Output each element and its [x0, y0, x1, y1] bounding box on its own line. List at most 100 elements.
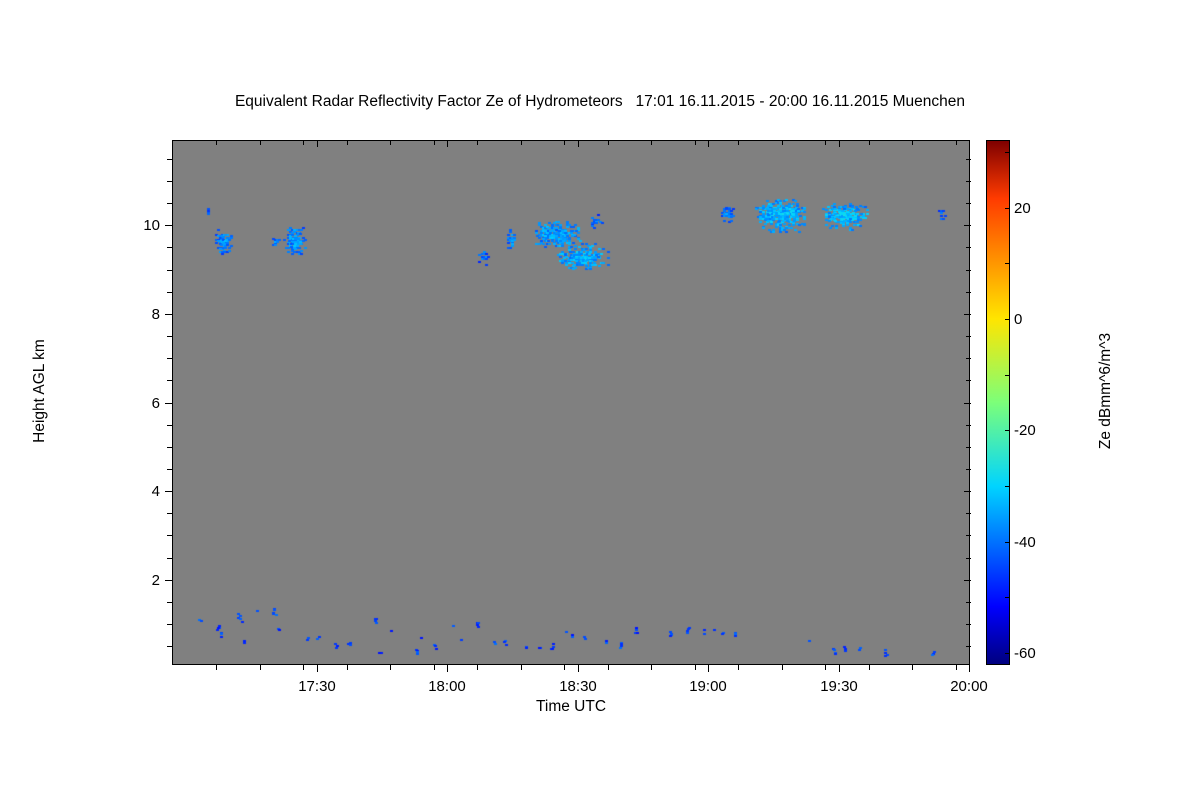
x-tick-minor: [912, 665, 913, 670]
x-tick-minor: [825, 665, 826, 670]
y-tick-label: 10: [143, 217, 160, 234]
colorbar-tick-minor: [1005, 597, 1009, 598]
y-tick-major-right: [964, 403, 971, 404]
y-tick-minor-right: [966, 358, 971, 359]
x-tick-minor: [608, 665, 609, 670]
x-tick-minor-top: [303, 140, 304, 145]
x-tick-minor-top: [564, 140, 565, 145]
x-tick-major: [839, 665, 840, 672]
x-tick-minor: [477, 665, 478, 670]
x-tick-minor-top: [390, 140, 391, 145]
y-tick-minor: [167, 336, 172, 337]
x-tick-major-top: [578, 140, 579, 147]
y-tick-major-right: [964, 491, 971, 492]
chart-title: Equivalent Radar Reflectivity Factor Ze …: [234, 93, 966, 110]
y-tick-minor: [167, 159, 172, 160]
y-tick-minor: [167, 380, 172, 381]
x-tick-minor-top: [216, 140, 217, 145]
y-tick-minor: [167, 425, 172, 426]
y-tick-minor-right: [966, 646, 971, 647]
x-tick-major: [708, 665, 709, 672]
x-tick-minor: [869, 665, 870, 670]
y-tick-minor: [167, 602, 172, 603]
x-tick-label: 18:30: [559, 678, 597, 695]
x-tick-minor: [564, 665, 565, 670]
y-tick-minor-right: [966, 513, 971, 514]
colorbar-tick-minor: [1005, 375, 1009, 376]
x-tick-minor-top: [738, 140, 739, 145]
y-tick-major-right: [964, 314, 971, 315]
x-tick-minor-top: [695, 140, 696, 145]
y-tick-minor: [167, 270, 172, 271]
colorbar-tick: [1005, 319, 1010, 320]
x-tick-label: 18:00: [428, 678, 466, 695]
colorbar-tick: [1005, 430, 1010, 431]
colorbar-tick-minor: [1005, 152, 1009, 153]
y-axis-title: Height AGL km: [31, 339, 48, 443]
y-tick-major: [165, 403, 172, 404]
y-tick-major-right: [964, 225, 971, 226]
y-tick-major: [165, 314, 172, 315]
x-tick-major: [578, 665, 579, 672]
x-tick-minor: [390, 665, 391, 670]
x-tick-minor-top: [521, 140, 522, 145]
colorbar-title: Ze dBmm^6/m^3: [1097, 332, 1114, 450]
y-tick-minor: [167, 646, 172, 647]
y-tick-major: [165, 580, 172, 581]
colorbar-tick: [1005, 542, 1010, 543]
y-tick-minor-right: [966, 447, 971, 448]
y-tick-minor-right: [966, 336, 971, 337]
y-tick-minor-right: [966, 602, 971, 603]
x-tick-minor-top: [869, 140, 870, 145]
x-tick-minor: [434, 665, 435, 670]
colorbar-tick: [1005, 208, 1010, 209]
x-tick-minor: [956, 665, 957, 670]
y-tick-minor: [167, 513, 172, 514]
x-tick-label: 19:30: [820, 678, 858, 695]
x-tick-minor: [695, 665, 696, 670]
x-tick-minor-top: [956, 140, 957, 145]
y-tick-major: [165, 491, 172, 492]
x-tick-minor: [738, 665, 739, 670]
x-tick-minor-top: [912, 140, 913, 145]
x-tick-minor: [521, 665, 522, 670]
colorbar-tick-label: -20: [1014, 422, 1036, 439]
y-tick-minor: [167, 247, 172, 248]
y-tick-minor: [167, 469, 172, 470]
reflectivity-heatmap-canvas: [173, 141, 969, 664]
colorbar-tick-label: -60: [1014, 645, 1036, 662]
colorbar-tick-label: -40: [1014, 534, 1036, 551]
colorbar: [986, 140, 1010, 665]
y-tick-minor-right: [966, 270, 971, 271]
x-tick-major-top: [839, 140, 840, 147]
x-tick-minor: [303, 665, 304, 670]
x-tick-minor-top: [608, 140, 609, 145]
x-tick-minor: [260, 665, 261, 670]
y-tick-label: 6: [151, 395, 160, 412]
x-tick-label: 19:00: [689, 678, 727, 695]
x-tick-major-top: [447, 140, 448, 147]
y-tick-minor-right: [966, 247, 971, 248]
x-tick-major: [317, 665, 318, 672]
colorbar-tick-minor: [1005, 263, 1009, 264]
y-tick-minor: [167, 535, 172, 536]
y-tick-minor: [167, 358, 172, 359]
y-tick-minor: [167, 292, 172, 293]
y-tick-major-right: [964, 580, 971, 581]
x-tick-major-top: [969, 140, 970, 147]
y-tick-minor: [167, 624, 172, 625]
x-axis-title: Time UTC: [535, 698, 607, 715]
y-tick-label: 8: [151, 306, 160, 323]
x-tick-label: 17:30: [298, 678, 336, 695]
y-tick-minor-right: [966, 558, 971, 559]
y-tick-label: 2: [151, 572, 160, 589]
x-tick-minor-top: [260, 140, 261, 145]
x-tick-minor-top: [825, 140, 826, 145]
x-tick-minor-top: [347, 140, 348, 145]
y-tick-minor-right: [966, 159, 971, 160]
y-tick-minor-right: [966, 380, 971, 381]
y-tick-minor-right: [966, 624, 971, 625]
y-tick-minor-right: [966, 425, 971, 426]
y-tick-minor-right: [966, 469, 971, 470]
